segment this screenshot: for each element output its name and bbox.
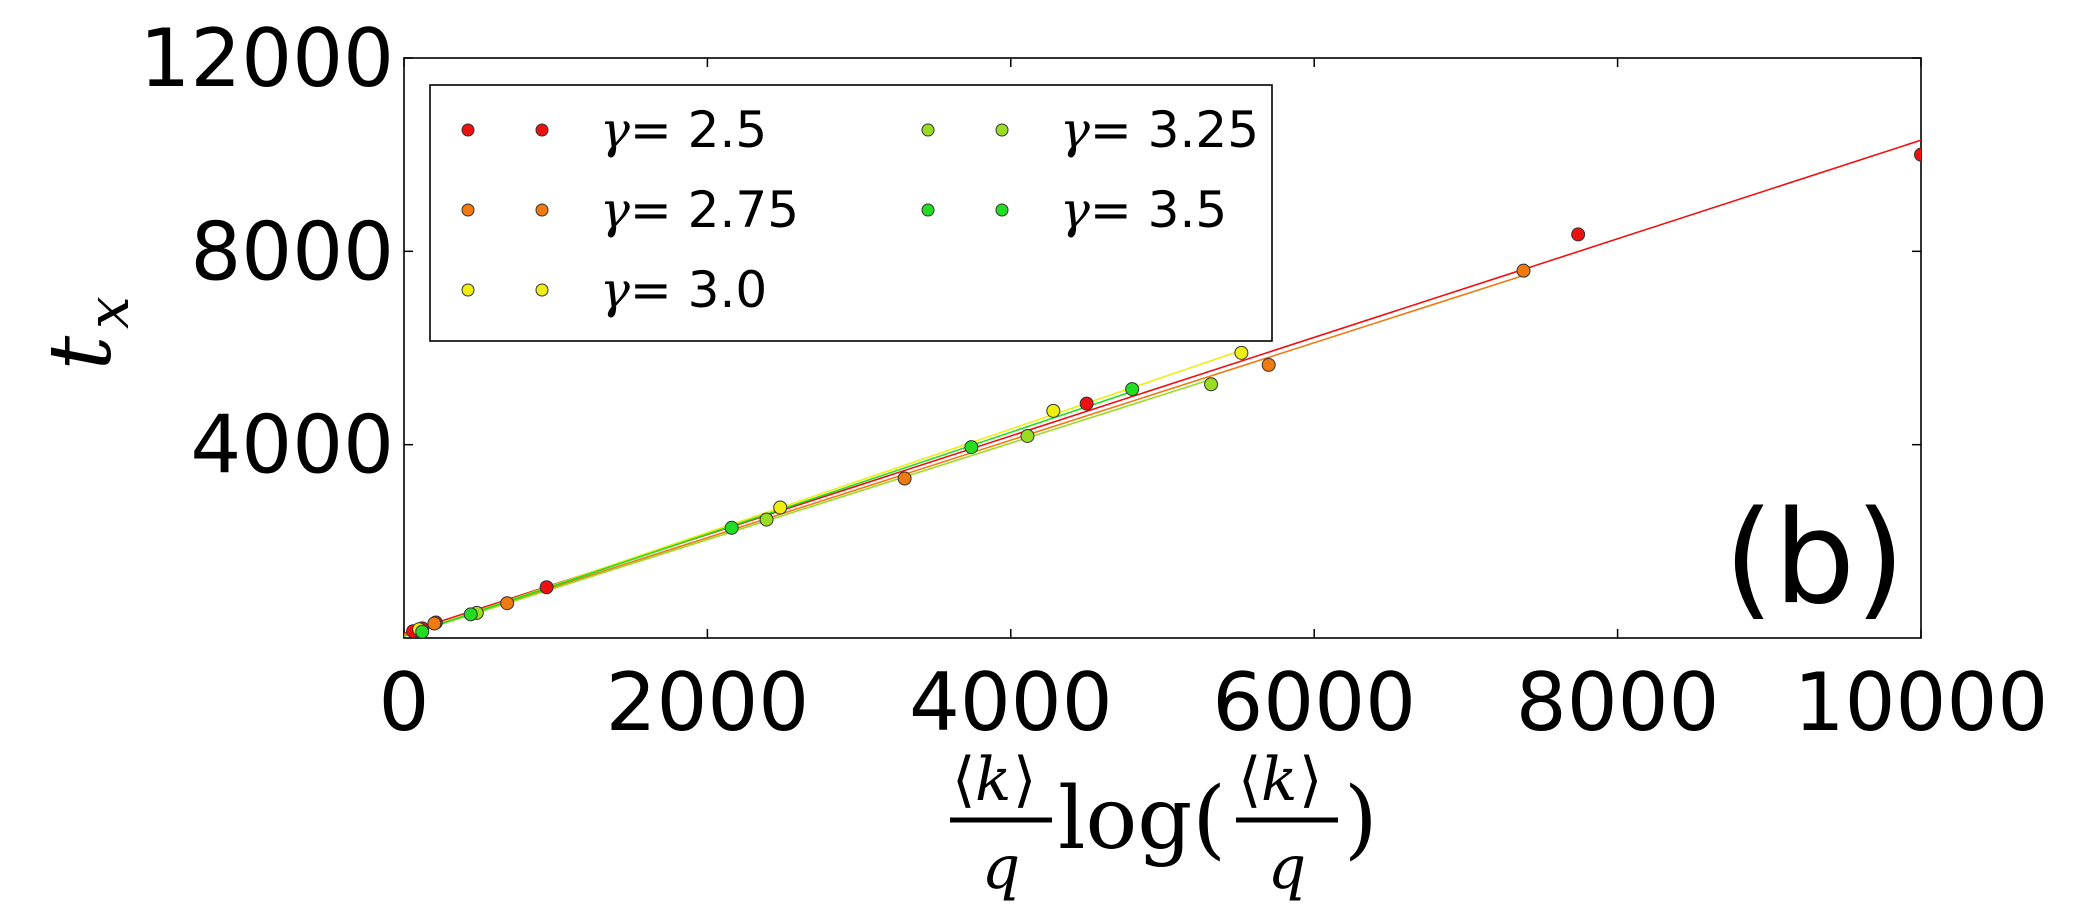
legend-label: γ= 3.5	[1060, 181, 1227, 239]
y-axis-label: t x	[31, 296, 142, 370]
fit-line-3	[404, 378, 1212, 637]
legend-item-3: γ= 3.25	[921, 101, 1259, 159]
data-points	[406, 147, 1921, 638]
data-point-series-0	[539, 580, 554, 595]
data-point-series-1	[427, 616, 442, 631]
x-tick-label: 8000	[1516, 656, 1720, 749]
legend-label: γ= 2.5	[600, 101, 767, 159]
tick-labels: 0 2000 4000 6000 8000 10000 4000 8000 12000	[140, 12, 2049, 749]
legend-marker	[461, 123, 475, 137]
legend-marker	[995, 123, 1009, 137]
data-point-series-4	[1125, 382, 1140, 397]
data-point-series-4	[964, 440, 979, 455]
data-point-series-2	[1046, 403, 1061, 418]
x-tick-label: 4000	[909, 656, 1113, 749]
data-point-series-4	[463, 607, 478, 622]
legend-label: γ= 3.25	[1060, 101, 1259, 159]
data-point-series-4	[415, 624, 430, 638]
svg-text:q: q	[982, 833, 1020, 903]
legend-label: γ= 2.75	[600, 181, 799, 239]
legend-marker	[921, 203, 935, 217]
svg-text:k: k	[1261, 745, 1297, 815]
axis-ticks	[403, 57, 1922, 638]
legend-marker	[921, 123, 935, 137]
x-tick-label: 10000	[1794, 656, 2049, 749]
data-point-series-1	[897, 471, 912, 486]
data-point-series-0	[1571, 227, 1586, 242]
legend-marker	[535, 283, 549, 297]
legend-marker	[535, 203, 549, 217]
data-point-series-0	[1914, 147, 1921, 162]
svg-text:⟨: ⟨	[1238, 745, 1261, 815]
legend-box	[429, 84, 1273, 342]
y-tick-label: 12000	[140, 12, 395, 105]
svg-text:x: x	[74, 296, 142, 329]
svg-text:⟨: ⟨	[952, 745, 975, 815]
legend-item-1: γ= 2.75	[461, 181, 799, 239]
legend: γ= 2.5 γ= 2.75 γ= 3.0 γ= 3.25 γ= 3.5	[461, 101, 1259, 319]
svg-text:q: q	[1268, 833, 1306, 903]
y-tick-label: 4000	[190, 399, 394, 492]
data-point-series-2	[773, 500, 788, 515]
legend-marker	[995, 203, 1009, 217]
svg-text:k: k	[975, 745, 1011, 815]
legend-marker	[535, 123, 549, 137]
data-point-series-4	[724, 520, 739, 535]
svg-text:log(: log(	[1058, 769, 1226, 869]
legend-item-2: γ= 3.0	[461, 261, 767, 319]
svg-text:): )	[1344, 769, 1378, 869]
svg-text:t: t	[31, 335, 131, 370]
data-point-series-3	[1020, 428, 1035, 443]
x-tick-label: 0	[379, 656, 430, 749]
x-tick-label: 6000	[1212, 656, 1416, 749]
data-point-series-0	[1079, 396, 1094, 411]
legend-label: γ= 3.0	[600, 261, 767, 319]
panel-label: (b)	[1724, 484, 1905, 633]
svg-text:⟩: ⟩	[1299, 745, 1322, 815]
legend-marker	[461, 283, 475, 297]
fit-line-1	[404, 274, 1524, 636]
data-point-series-1	[500, 596, 515, 611]
x-axis-label: ⟨ k ⟩ q log( ⟨ k ⟩ q )	[950, 745, 1378, 903]
data-point-series-1	[1516, 263, 1531, 278]
data-point-series-3	[759, 512, 774, 527]
legend-item-4: γ= 3.5	[921, 181, 1227, 239]
y-tick-label: 8000	[190, 205, 394, 298]
legend-item-0: γ= 2.5	[461, 101, 767, 159]
data-point-series-2	[1234, 345, 1249, 360]
legend-marker	[461, 203, 475, 217]
data-point-series-1	[1261, 357, 1276, 372]
x-tick-label: 2000	[606, 656, 810, 749]
data-point-series-3	[1204, 377, 1219, 392]
svg-text:⟩: ⟩	[1013, 745, 1036, 815]
